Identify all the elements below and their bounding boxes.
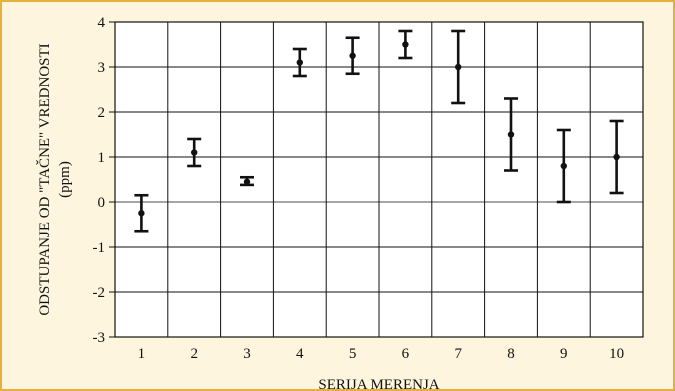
data-point — [191, 149, 198, 156]
y-axis-label: ODSTUPANJE OD "TAČNE" VREDNOSTI — [36, 43, 53, 315]
grid-lines — [109, 21, 644, 338]
y-tick-label: 2 — [98, 105, 106, 121]
error-bar-5 — [345, 36, 360, 76]
error-bar-4 — [292, 47, 307, 78]
x-tick-label: 2 — [190, 346, 198, 362]
error-bar-9 — [556, 128, 571, 204]
y-tick-labels: -3 -2 -1 0 1 2 3 4 — [93, 15, 106, 346]
data-point — [613, 153, 620, 161]
error-bar-3 — [240, 175, 254, 187]
y-tick-label: -1 — [93, 240, 106, 256]
y-tick-label: 3 — [98, 60, 106, 76]
data-point — [455, 63, 462, 71]
error-bar-6 — [398, 29, 413, 60]
x-tick-label: 4 — [296, 346, 304, 362]
data-point — [560, 162, 567, 170]
x-axis-label: SERIJA MERENJA — [318, 377, 439, 391]
y-tick-label: 0 — [98, 195, 106, 211]
x-tick-label: 10 — [609, 346, 624, 362]
data-point — [138, 210, 145, 217]
x-tick-label: 3 — [243, 346, 251, 362]
x-tick-label: 7 — [454, 346, 462, 362]
data-point — [349, 52, 356, 59]
error-bar-2 — [187, 137, 202, 168]
error-bar-7 — [451, 29, 466, 105]
plot-border — [114, 21, 644, 338]
error-bar-10 — [609, 119, 624, 195]
error-bar-1 — [134, 193, 149, 233]
data-point — [507, 131, 515, 138]
error-bars — [134, 29, 624, 233]
y-tick-label: -3 — [93, 330, 106, 346]
y-tick-label: 1 — [98, 150, 106, 166]
y-tick-label: 4 — [98, 15, 106, 31]
data-point — [243, 178, 251, 185]
y-axis-unit: (ppm) — [57, 161, 73, 198]
x-tick-label: 6 — [402, 346, 410, 362]
x-tick-label: 8 — [507, 346, 515, 362]
x-tick-label: 9 — [560, 346, 568, 362]
x-tick-labels: 1 2 3 4 5 6 7 8 9 10 — [138, 346, 624, 362]
y-tick-label: -2 — [93, 285, 106, 301]
x-tick-label: 5 — [349, 346, 357, 362]
error-bar-8 — [504, 97, 518, 172]
data-point — [402, 41, 409, 48]
x-tick-label: 1 — [138, 346, 146, 362]
data-point — [296, 59, 303, 66]
